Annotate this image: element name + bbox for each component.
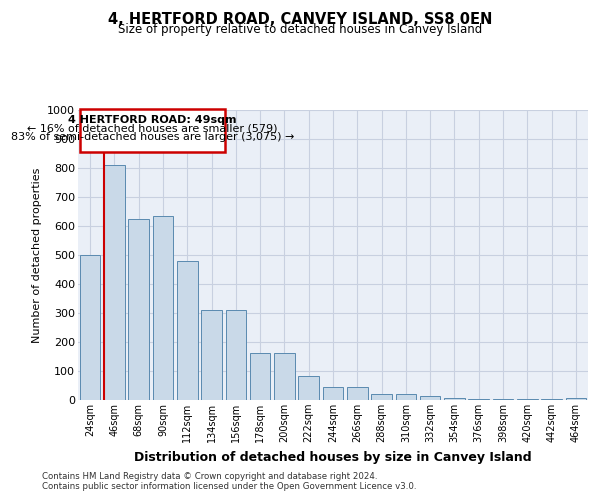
Bar	[201, 310, 222, 400]
Bar	[128, 219, 149, 400]
Text: 4 HERTFORD ROAD: 49sqm: 4 HERTFORD ROAD: 49sqm	[68, 114, 236, 124]
Text: 83% of semi-detached houses are larger (3,075) →: 83% of semi-detached houses are larger (…	[11, 132, 294, 141]
Bar	[517, 399, 538, 400]
Y-axis label: Number of detached properties: Number of detached properties	[32, 168, 41, 342]
Bar	[395, 394, 416, 400]
Bar	[152, 216, 173, 400]
Bar	[444, 398, 465, 400]
Bar	[274, 352, 295, 400]
Bar	[541, 399, 562, 400]
Bar	[566, 398, 586, 400]
Bar	[420, 396, 440, 400]
Bar	[493, 399, 514, 400]
Bar	[371, 394, 392, 400]
Text: Distribution of detached houses by size in Canvey Island: Distribution of detached houses by size …	[134, 451, 532, 464]
Bar	[226, 310, 246, 400]
Bar	[250, 352, 271, 400]
Text: 4, HERTFORD ROAD, CANVEY ISLAND, SS8 0EN: 4, HERTFORD ROAD, CANVEY ISLAND, SS8 0EN	[108, 12, 492, 28]
Text: Contains HM Land Registry data © Crown copyright and database right 2024.: Contains HM Land Registry data © Crown c…	[42, 472, 377, 481]
Bar	[177, 261, 197, 400]
Bar	[347, 387, 368, 400]
Bar	[104, 165, 125, 400]
Text: Size of property relative to detached houses in Canvey Island: Size of property relative to detached ho…	[118, 22, 482, 36]
Text: Contains public sector information licensed under the Open Government Licence v3: Contains public sector information licen…	[42, 482, 416, 491]
Bar	[469, 399, 489, 400]
Bar	[298, 376, 319, 400]
Bar	[80, 110, 225, 152]
Bar	[80, 255, 100, 400]
Bar	[323, 387, 343, 400]
Text: ← 16% of detached houses are smaller (579): ← 16% of detached houses are smaller (57…	[27, 124, 278, 134]
